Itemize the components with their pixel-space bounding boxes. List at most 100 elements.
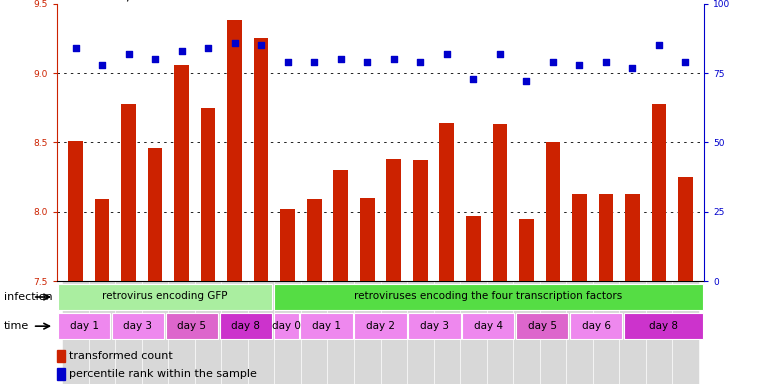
Point: [441, 51, 453, 57]
Point: [202, 45, 215, 51]
FancyBboxPatch shape: [62, 281, 89, 384]
FancyBboxPatch shape: [58, 313, 110, 339]
FancyBboxPatch shape: [221, 281, 248, 384]
Bar: [519, 219, 533, 281]
Bar: [599, 194, 613, 281]
Text: percentile rank within the sample: percentile rank within the sample: [69, 369, 257, 379]
Point: [123, 51, 135, 57]
Bar: [466, 216, 481, 281]
Point: [282, 59, 294, 65]
Point: [494, 51, 506, 57]
Text: day 1: day 1: [312, 321, 341, 331]
Text: day 3: day 3: [420, 321, 449, 331]
Bar: [95, 199, 110, 281]
Bar: [307, 199, 321, 281]
FancyBboxPatch shape: [513, 281, 540, 384]
Bar: [492, 124, 507, 281]
Point: [308, 59, 320, 65]
Bar: [121, 104, 136, 281]
FancyBboxPatch shape: [58, 284, 272, 310]
Text: retrovirus encoding GFP: retrovirus encoding GFP: [102, 291, 228, 301]
Point: [335, 56, 347, 62]
Text: day 4: day 4: [474, 321, 503, 331]
Text: day 5: day 5: [527, 321, 557, 331]
Point: [69, 45, 81, 51]
Point: [149, 56, 161, 62]
Point: [680, 59, 692, 65]
Bar: [625, 194, 640, 281]
Point: [653, 42, 665, 48]
FancyBboxPatch shape: [645, 281, 672, 384]
Bar: [174, 65, 189, 281]
Bar: [280, 209, 295, 281]
Bar: [360, 198, 374, 281]
FancyBboxPatch shape: [624, 313, 703, 339]
FancyBboxPatch shape: [619, 281, 645, 384]
FancyBboxPatch shape: [166, 313, 218, 339]
Point: [573, 62, 585, 68]
Text: day 0: day 0: [272, 321, 301, 331]
Bar: [201, 108, 215, 281]
FancyBboxPatch shape: [354, 281, 380, 384]
Point: [626, 65, 638, 71]
Point: [546, 59, 559, 65]
Point: [96, 62, 108, 68]
Bar: [148, 148, 162, 281]
FancyBboxPatch shape: [168, 281, 195, 384]
Text: day 8: day 8: [649, 321, 678, 331]
Text: day 6: day 6: [581, 321, 610, 331]
FancyBboxPatch shape: [142, 281, 168, 384]
FancyBboxPatch shape: [462, 313, 514, 339]
FancyBboxPatch shape: [516, 313, 568, 339]
Text: day 5: day 5: [177, 321, 206, 331]
Point: [600, 59, 612, 65]
FancyBboxPatch shape: [486, 281, 513, 384]
FancyBboxPatch shape: [593, 281, 619, 384]
Point: [521, 78, 533, 84]
FancyBboxPatch shape: [116, 281, 142, 384]
Bar: [68, 141, 83, 281]
Bar: [387, 159, 401, 281]
FancyBboxPatch shape: [273, 313, 299, 339]
FancyBboxPatch shape: [434, 281, 460, 384]
Bar: [57, 368, 65, 380]
Point: [228, 40, 240, 46]
FancyBboxPatch shape: [248, 281, 275, 384]
Point: [414, 59, 426, 65]
FancyBboxPatch shape: [301, 281, 327, 384]
FancyBboxPatch shape: [275, 281, 301, 384]
Point: [255, 42, 267, 48]
Bar: [572, 194, 587, 281]
Bar: [546, 142, 560, 281]
Text: transformed count: transformed count: [69, 351, 173, 361]
FancyBboxPatch shape: [672, 281, 699, 384]
Text: GDS5316 / 10452047: GDS5316 / 10452047: [57, 0, 206, 3]
Point: [361, 59, 374, 65]
Text: infection: infection: [4, 292, 53, 302]
Text: day 2: day 2: [366, 321, 395, 331]
Text: time: time: [4, 321, 29, 331]
Point: [176, 48, 188, 54]
Bar: [413, 161, 428, 281]
FancyBboxPatch shape: [570, 313, 622, 339]
FancyBboxPatch shape: [408, 313, 460, 339]
FancyBboxPatch shape: [89, 281, 116, 384]
Point: [387, 56, 400, 62]
FancyBboxPatch shape: [112, 313, 164, 339]
FancyBboxPatch shape: [355, 313, 406, 339]
FancyBboxPatch shape: [327, 281, 354, 384]
FancyBboxPatch shape: [220, 313, 272, 339]
FancyBboxPatch shape: [380, 281, 407, 384]
Text: retroviruses encoding the four transcription factors: retroviruses encoding the four transcrip…: [354, 291, 622, 301]
Text: day 3: day 3: [123, 321, 152, 331]
FancyBboxPatch shape: [460, 281, 486, 384]
FancyBboxPatch shape: [407, 281, 434, 384]
Bar: [651, 104, 666, 281]
Bar: [333, 170, 348, 281]
Bar: [228, 20, 242, 281]
FancyBboxPatch shape: [566, 281, 593, 384]
Bar: [440, 123, 454, 281]
Text: day 8: day 8: [231, 321, 260, 331]
Text: day 1: day 1: [69, 321, 98, 331]
FancyBboxPatch shape: [273, 284, 703, 310]
